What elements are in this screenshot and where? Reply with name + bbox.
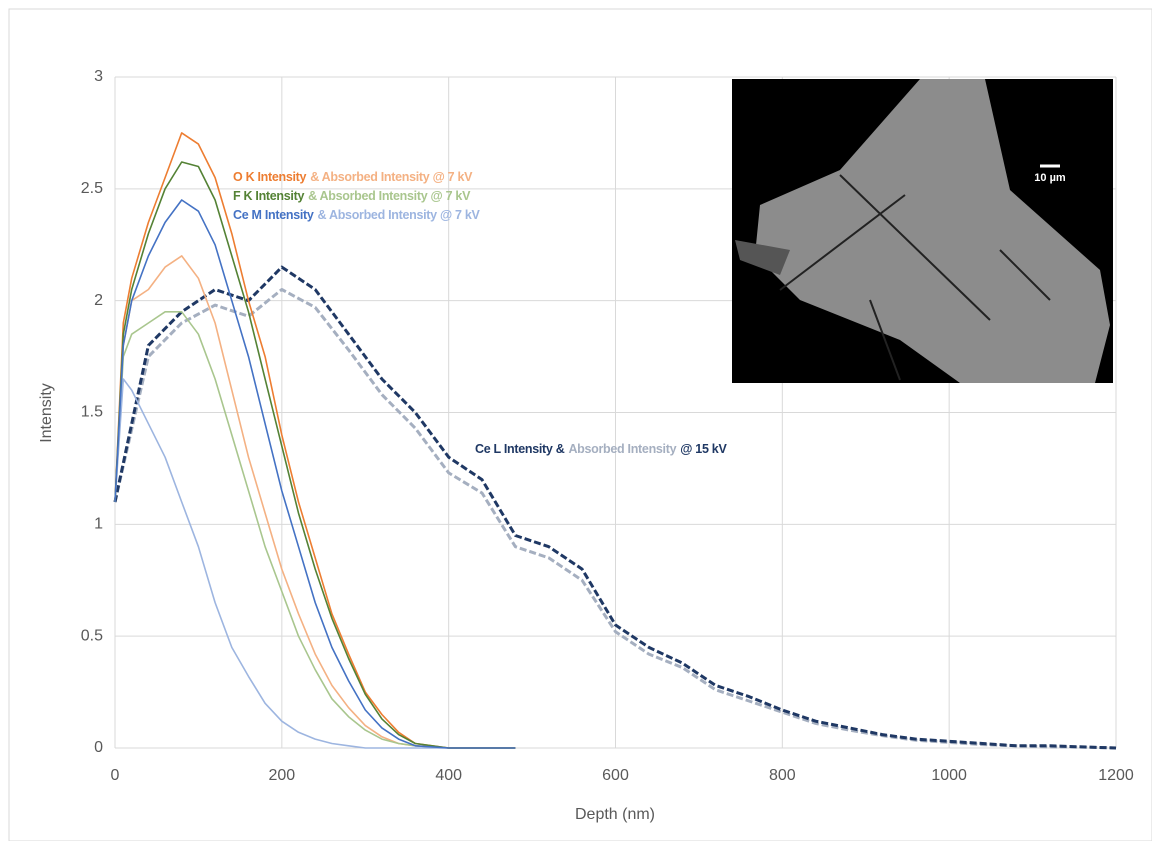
series-line (114, 255, 516, 749)
series-line (113, 288, 1117, 750)
annotation-part: & Absorbed Intensity @ 7 kV (308, 189, 471, 203)
series-line (114, 132, 516, 749)
inset-image: 10 µm (732, 79, 1113, 383)
annotation-part: F K Intensity (233, 189, 304, 203)
annotation-part: Absorbed Intensity (568, 442, 676, 456)
x-tick-label: 1000 (931, 767, 967, 784)
y-tick-label: 1 (94, 516, 103, 533)
series-line (114, 378, 516, 749)
series-line (114, 199, 516, 749)
annotations: O K Intensity & Absorbed Intensity @ 7 kV… (233, 170, 728, 456)
annotation: Ce L Intensity & Absorbed Intensity @ 15 k… (475, 442, 727, 456)
y-tick-label: 3 (94, 68, 103, 85)
inset-scale-label: 10 µm (1034, 172, 1066, 184)
x-tick-label: 400 (435, 767, 462, 784)
annotation: O K Intensity & Absorbed Intensity @ 7 kV (233, 170, 473, 184)
x-tick-label: 1200 (1098, 767, 1134, 784)
annotation: Ce M Intensity & Absorbed Intensity @ 7 k… (233, 208, 481, 222)
annotation: F K Intensity & Absorbed Intensity @ 7 kV (233, 189, 471, 203)
inset-sample (755, 79, 1110, 383)
x-tick-label: 800 (769, 767, 796, 784)
x-axis-label: Depth (nm) (575, 806, 655, 823)
inset-cracks (779, 174, 1051, 381)
y-axis-label: Intensity (38, 383, 55, 443)
annotation-part: Ce L Intensity & (475, 442, 565, 456)
annotation-part: & Absorbed Intensity @ 7 kV (318, 208, 481, 222)
annotation-part: & Absorbed Intensity @ 7 kV (310, 170, 473, 184)
annotation-part: Ce M Intensity (233, 208, 314, 222)
annotation-part: O K Intensity (233, 170, 307, 184)
y-tick-label: 0.5 (81, 627, 103, 644)
series-line (114, 311, 516, 749)
x-tick-label: 600 (602, 767, 629, 784)
x-tick-label: 0 (111, 767, 120, 784)
inset-debris (735, 240, 790, 275)
series-line (113, 265, 1117, 750)
y-tick-label: 1.5 (81, 404, 103, 421)
x-tick-label: 200 (268, 767, 295, 784)
annotation-part: @ 15 kV (680, 442, 727, 456)
y-tick-label: 2 (94, 292, 103, 309)
y-tick-label: 0 (94, 739, 103, 756)
series-line (114, 161, 516, 749)
y-tick-label: 2.5 (81, 180, 103, 197)
